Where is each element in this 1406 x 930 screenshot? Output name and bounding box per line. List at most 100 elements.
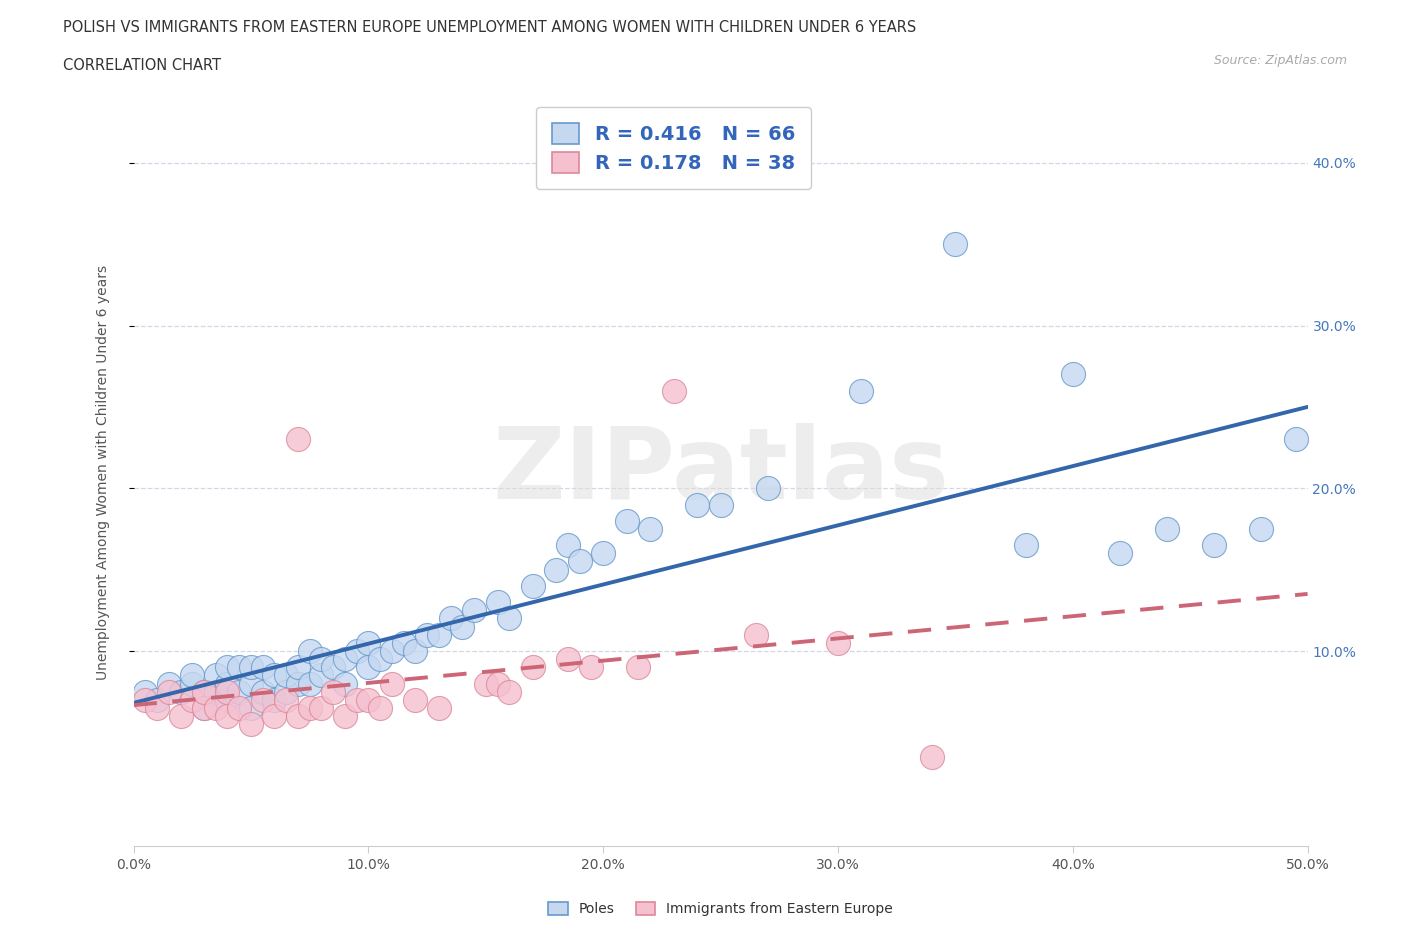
Text: Source: ZipAtlas.com: Source: ZipAtlas.com <box>1213 54 1347 67</box>
Point <box>404 692 426 708</box>
Point <box>263 692 285 708</box>
Point <box>581 660 603 675</box>
Point <box>311 668 333 683</box>
Point <box>498 611 520 626</box>
Point <box>287 709 309 724</box>
Point <box>427 700 450 715</box>
Point <box>475 676 498 691</box>
Point <box>451 619 474 634</box>
Point <box>252 684 274 699</box>
Point <box>745 628 768 643</box>
Point <box>228 660 250 675</box>
Point <box>616 513 638 528</box>
Point <box>416 628 439 643</box>
Point <box>311 652 333 667</box>
Point <box>169 709 191 724</box>
Point <box>357 635 380 650</box>
Point <box>298 676 321 691</box>
Point <box>169 684 191 699</box>
Point <box>287 660 309 675</box>
Text: CORRELATION CHART: CORRELATION CHART <box>63 58 221 73</box>
Point <box>228 700 250 715</box>
Point <box>756 481 779 496</box>
Point <box>346 692 368 708</box>
Point <box>827 635 849 650</box>
Point <box>239 676 263 691</box>
Point <box>204 668 226 683</box>
Point <box>298 644 321 658</box>
Point <box>557 538 579 552</box>
Point <box>311 700 333 715</box>
Point <box>627 660 650 675</box>
Point <box>686 498 709 512</box>
Point <box>252 692 274 708</box>
Point <box>357 660 380 675</box>
Point <box>522 660 544 675</box>
Point <box>592 546 614 561</box>
Point <box>239 717 263 732</box>
Point <box>217 692 239 708</box>
Point <box>298 700 321 715</box>
Point <box>381 676 404 691</box>
Point <box>1202 538 1225 552</box>
Point <box>945 237 967 252</box>
Point <box>463 603 485 618</box>
Point <box>193 700 215 715</box>
Point <box>252 660 274 675</box>
Point <box>557 652 579 667</box>
Point <box>134 684 156 699</box>
Point <box>662 383 685 398</box>
Point <box>1015 538 1038 552</box>
Point <box>357 692 380 708</box>
Point <box>404 644 426 658</box>
Point <box>439 611 461 626</box>
Point <box>217 660 239 675</box>
Point <box>638 522 661 537</box>
Point <box>546 562 568 577</box>
Point <box>710 498 733 512</box>
Point <box>921 750 943 764</box>
Point <box>486 595 509 610</box>
Point <box>193 684 215 699</box>
Point <box>204 684 226 699</box>
Point <box>851 383 873 398</box>
Point <box>486 676 509 691</box>
Point <box>217 684 239 699</box>
Point <box>1285 432 1308 447</box>
Point <box>193 700 215 715</box>
Point <box>204 700 226 715</box>
Text: POLISH VS IMMIGRANTS FROM EASTERN EUROPE UNEMPLOYMENT AMONG WOMEN WITH CHILDREN : POLISH VS IMMIGRANTS FROM EASTERN EUROPE… <box>63 20 917 35</box>
Point <box>1250 522 1272 537</box>
Point <box>263 709 285 724</box>
Point <box>498 684 520 699</box>
Point <box>217 676 239 691</box>
Point <box>333 709 356 724</box>
Point <box>181 692 204 708</box>
Point <box>1156 522 1178 537</box>
Point <box>322 660 344 675</box>
Legend: Poles, Immigrants from Eastern Europe: Poles, Immigrants from Eastern Europe <box>543 897 898 922</box>
Text: ZIPatlas: ZIPatlas <box>492 423 949 521</box>
Point <box>217 709 239 724</box>
Point <box>381 644 404 658</box>
Point <box>346 644 368 658</box>
Point <box>157 684 180 699</box>
Y-axis label: Unemployment Among Women with Children Under 6 years: Unemployment Among Women with Children U… <box>96 264 110 680</box>
Point <box>333 652 356 667</box>
Point <box>181 668 204 683</box>
Point <box>1108 546 1130 561</box>
Point <box>276 692 298 708</box>
Point <box>263 668 285 683</box>
Point <box>322 684 344 699</box>
Point <box>427 628 450 643</box>
Point <box>146 700 169 715</box>
Point <box>193 684 215 699</box>
Point <box>333 676 356 691</box>
Point <box>146 692 169 708</box>
Point <box>568 554 591 569</box>
Point <box>1062 367 1084 382</box>
Point <box>287 676 309 691</box>
Point <box>181 676 204 691</box>
Point <box>522 578 544 593</box>
Point <box>276 684 298 699</box>
